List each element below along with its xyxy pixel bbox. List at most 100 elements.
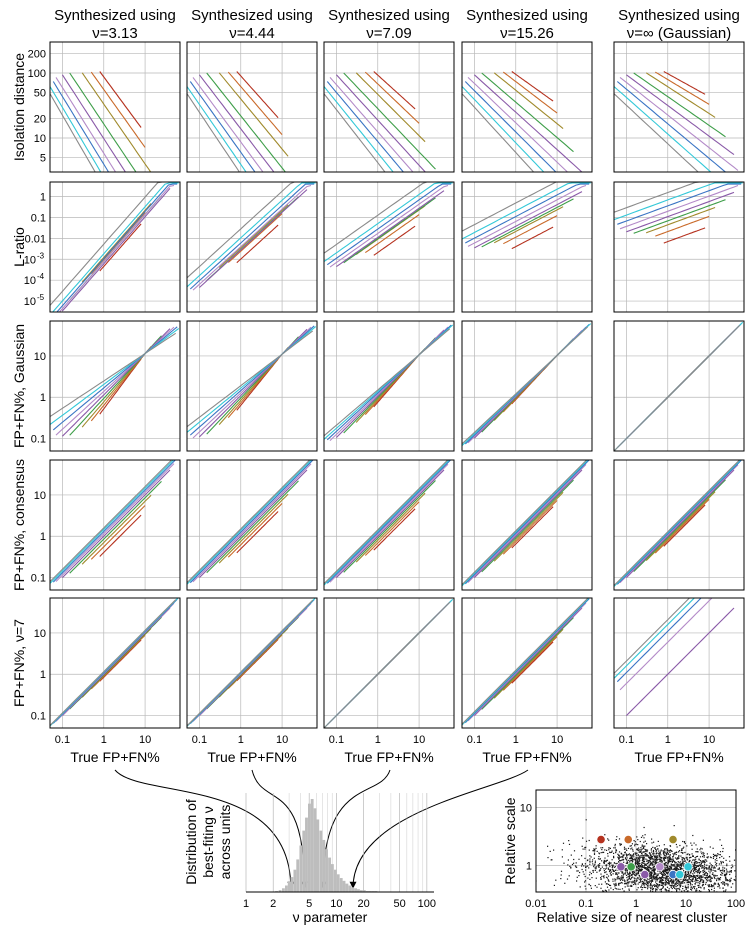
scatter-point xyxy=(678,863,680,865)
scatter-point xyxy=(643,886,645,888)
scatter-point xyxy=(640,868,643,870)
scatter-point xyxy=(657,858,659,860)
scatter-point xyxy=(605,890,607,892)
scatter-point xyxy=(634,858,636,860)
scatter-point xyxy=(702,876,704,878)
series-line xyxy=(511,506,554,549)
scatter-point xyxy=(635,856,637,858)
scatter-point xyxy=(655,883,658,885)
scatter-point xyxy=(658,855,661,857)
scatter-point xyxy=(718,885,720,887)
scatter-point xyxy=(644,863,646,865)
scatter-point xyxy=(626,862,628,865)
scatter-point xyxy=(632,849,634,851)
scatter-point xyxy=(664,870,666,872)
scatter-point xyxy=(618,854,620,856)
scatter-point xyxy=(662,857,665,859)
scatter-point xyxy=(584,846,586,849)
scatter-point xyxy=(660,854,662,856)
scatter-point xyxy=(653,861,655,863)
scatter-point xyxy=(699,849,701,851)
x-tick-label: 10 xyxy=(276,734,288,746)
scatter-point xyxy=(665,889,667,891)
scatter-point xyxy=(638,868,641,871)
scatter-point xyxy=(684,842,686,845)
scatter-point xyxy=(609,862,611,864)
scatter-point xyxy=(691,848,693,850)
scatter-point xyxy=(694,894,695,895)
scatter-point xyxy=(682,882,684,884)
scatter-point xyxy=(700,887,702,889)
scatter-point xyxy=(673,886,675,888)
scatter-point xyxy=(719,879,721,881)
highlighted-unit xyxy=(675,869,685,880)
scatter-point xyxy=(662,885,664,888)
histogram-bar xyxy=(296,859,300,892)
scatter-point xyxy=(644,848,646,851)
scatter-point xyxy=(628,889,630,891)
scatter-point xyxy=(709,846,711,848)
scatter-point xyxy=(751,891,752,892)
scatter-point xyxy=(660,849,662,851)
scatter-point xyxy=(603,877,605,879)
scatter-point xyxy=(691,861,693,863)
scatter-point xyxy=(600,867,602,870)
scatter-point xyxy=(720,874,722,876)
scatter-point xyxy=(657,884,659,886)
scatter-point xyxy=(645,850,647,852)
scatter-point xyxy=(682,860,684,862)
panel xyxy=(613,181,745,313)
scatter-point xyxy=(593,864,595,866)
scatter-point xyxy=(674,853,676,855)
scatter-point xyxy=(667,878,669,880)
scatter-point xyxy=(653,841,655,843)
scatter-point xyxy=(676,868,679,870)
scatter-point xyxy=(674,885,676,887)
scatter-point xyxy=(655,853,657,855)
scatter-point xyxy=(635,859,637,862)
scatter-point xyxy=(649,874,651,876)
scatter-point xyxy=(605,883,607,885)
scatter-point xyxy=(647,866,649,868)
scatter-point xyxy=(700,865,702,867)
scatter-point xyxy=(748,871,749,872)
scatter-point xyxy=(698,867,701,869)
scatter-point xyxy=(675,864,677,866)
scatter-point xyxy=(650,888,652,890)
scatter-point xyxy=(573,850,576,852)
scatter-point xyxy=(716,854,718,857)
series-line xyxy=(336,190,445,268)
panel-frame xyxy=(186,597,318,729)
scatter-point xyxy=(598,893,599,894)
scatter-point xyxy=(621,888,624,890)
scatter-point xyxy=(650,862,652,864)
scatter-point xyxy=(608,883,610,885)
y-tick-exponent: -3 xyxy=(37,251,45,260)
scatter-point xyxy=(683,889,685,892)
scatter-point xyxy=(631,859,633,862)
scatter-point xyxy=(711,888,713,891)
x-tick-label: 5 xyxy=(306,898,312,910)
scatter-point xyxy=(692,871,695,873)
scatter-point xyxy=(610,893,611,894)
scatter-point xyxy=(676,858,678,860)
series-line xyxy=(502,71,558,114)
scatter-point xyxy=(671,858,673,860)
scatter-point xyxy=(723,857,725,859)
scatter-point xyxy=(671,887,673,890)
scatter-point xyxy=(708,889,710,891)
scatter-point xyxy=(648,860,650,862)
scatter-point xyxy=(696,855,699,857)
scatter-point xyxy=(660,859,662,861)
scatter-point xyxy=(709,875,711,878)
series-line xyxy=(364,71,420,124)
scatter-point xyxy=(695,868,697,870)
scatter-point xyxy=(699,901,700,902)
scatter-point xyxy=(725,889,727,891)
series-line xyxy=(187,93,241,172)
scatter-point xyxy=(650,849,652,851)
scatter-point xyxy=(635,869,637,871)
scatter-point xyxy=(573,858,575,861)
scatter-point xyxy=(710,878,712,880)
